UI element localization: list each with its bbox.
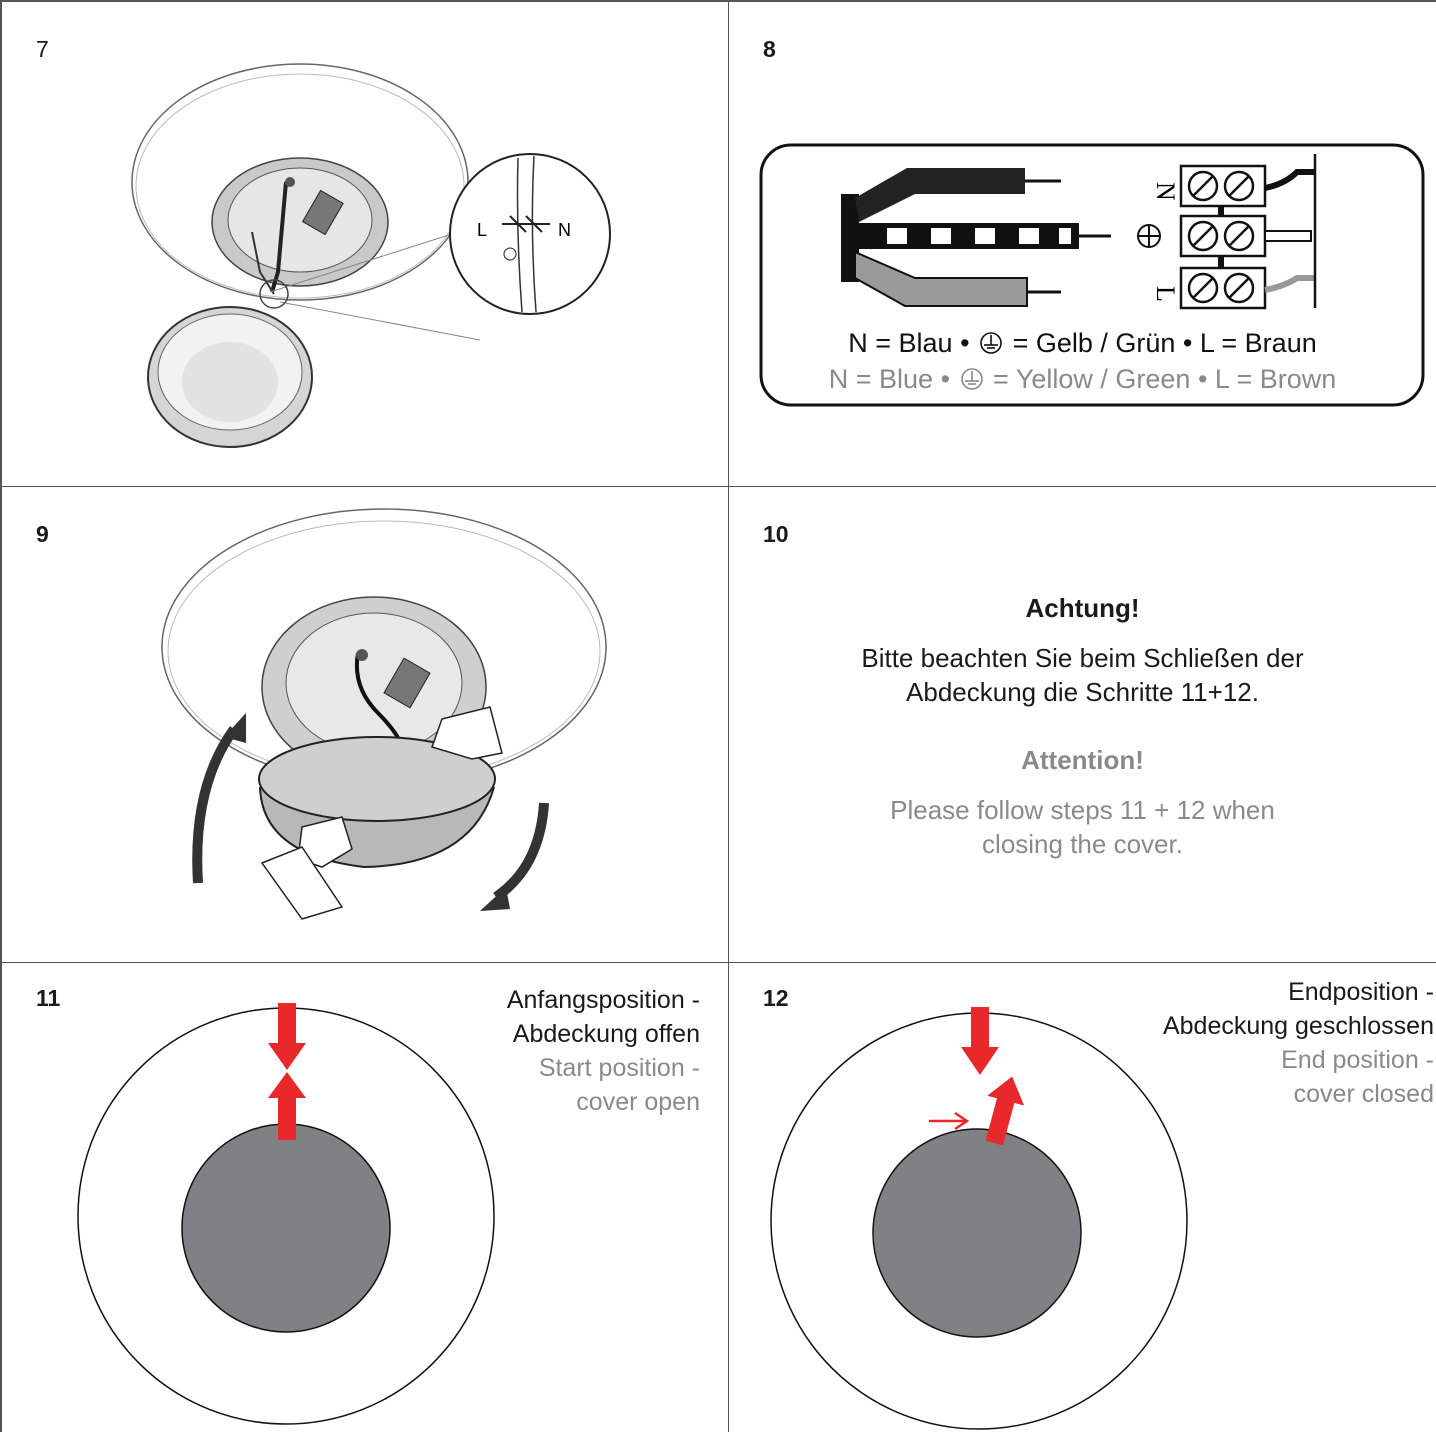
terminal-n-label: N <box>1151 182 1180 201</box>
attention-text-line: Abdeckung die Schritte 11+12. <box>906 677 1259 707</box>
attention-text-line: Bitte beachten Sie beim Schließen der <box>861 643 1304 673</box>
ground-symbol-icon <box>980 332 1002 354</box>
lamp-wiring-illustration: L N <box>131 63 611 448</box>
caption-line: Abdeckung offen <box>512 1020 700 1048</box>
cover-mounting-illustration <box>161 508 607 920</box>
caption-line: Start position - <box>538 1054 700 1082</box>
step-8-panel: 8 N L <box>729 0 1436 487</box>
up-arrow-icon <box>985 1076 1025 1146</box>
right-arrow-icon <box>929 1111 970 1131</box>
attention-title: Achtung! <box>1025 593 1140 623</box>
caption-line: Anfangsposition - <box>506 986 700 1014</box>
legend-separator: • <box>960 328 970 358</box>
attention-title: Attention! <box>1021 745 1144 775</box>
start-position-caption: Anfangsposition - Abdeckung offen Start … <box>507 983 700 1119</box>
ground-symbol-icon <box>1137 224 1161 248</box>
terminal-wiring-diagram: N L <box>759 143 1425 407</box>
step-7-panel: 7 L N <box>0 0 729 487</box>
caption-line: End position - <box>1281 1046 1434 1074</box>
attention-notice-english: Attention! Please follow steps 11 + 12 w… <box>729 743 1436 861</box>
step-10-panel: 10 Achtung! Bitte beachten Sie beim Schl… <box>729 487 1436 963</box>
caption-line: Abdeckung geschlossen <box>1162 1012 1434 1040</box>
step-9-panel: 9 <box>0 487 729 963</box>
legend-pe: = Yellow / Green <box>993 364 1191 394</box>
start-position-diagram <box>77 1003 495 1425</box>
legend-n: N = Blue <box>828 364 934 394</box>
step-number: 12 <box>763 985 789 1011</box>
step-number: 7 <box>36 36 49 62</box>
cover-circle <box>181 1123 391 1333</box>
color-legend-german: N = Blau • = Gelb / Grün • L = Braun <box>729 328 1436 359</box>
caption-line: cover closed <box>1293 1080 1434 1108</box>
step-number: 11 <box>36 985 61 1011</box>
legend-separator: • <box>1197 364 1208 394</box>
terminal-l-label: L <box>1151 286 1180 302</box>
up-arrow-icon <box>268 1072 306 1140</box>
legend-l: L = Braun <box>1199 328 1317 358</box>
wire-label-l: L <box>477 220 487 240</box>
cover-circle <box>872 1128 1082 1338</box>
attention-text-line: closing the cover. <box>982 829 1183 859</box>
attention-notice-german: Achtung! Bitte beachten Sie beim Schließ… <box>729 591 1436 709</box>
legend-separator: • <box>940 364 951 394</box>
step-11-panel: 11 Anfangsposition - Abdeckung offen Sta… <box>0 963 729 1432</box>
step-number: 10 <box>763 521 789 547</box>
step-number: 8 <box>763 36 776 62</box>
attention-text-line: Please follow steps 11 + 12 when <box>890 795 1275 825</box>
caption-line: cover open <box>576 1088 700 1116</box>
down-arrow-icon <box>268 1003 306 1070</box>
wire-label-n: N <box>558 220 571 240</box>
ground-symbol-icon <box>960 368 983 390</box>
down-arrow-icon <box>961 1007 999 1075</box>
legend-pe: = Gelb / Grün <box>1012 328 1176 358</box>
legend-l: L = Brown <box>1214 364 1337 394</box>
legend-separator: • <box>1182 328 1193 358</box>
color-legend-english: N = Blue • = Yellow / Green • L = Brown <box>729 364 1436 395</box>
end-position-diagram <box>770 1007 1188 1430</box>
terminal-block <box>1179 164 1267 310</box>
end-position-caption: Endposition - Abdeckung geschlossen End … <box>1163 975 1434 1111</box>
legend-n: N = Blau <box>848 328 953 358</box>
step-number: 9 <box>36 521 49 547</box>
step-12-panel: 12 Endposition - Abdeckung geschlossen E… <box>729 963 1436 1432</box>
caption-line: Endposition - <box>1288 978 1434 1006</box>
